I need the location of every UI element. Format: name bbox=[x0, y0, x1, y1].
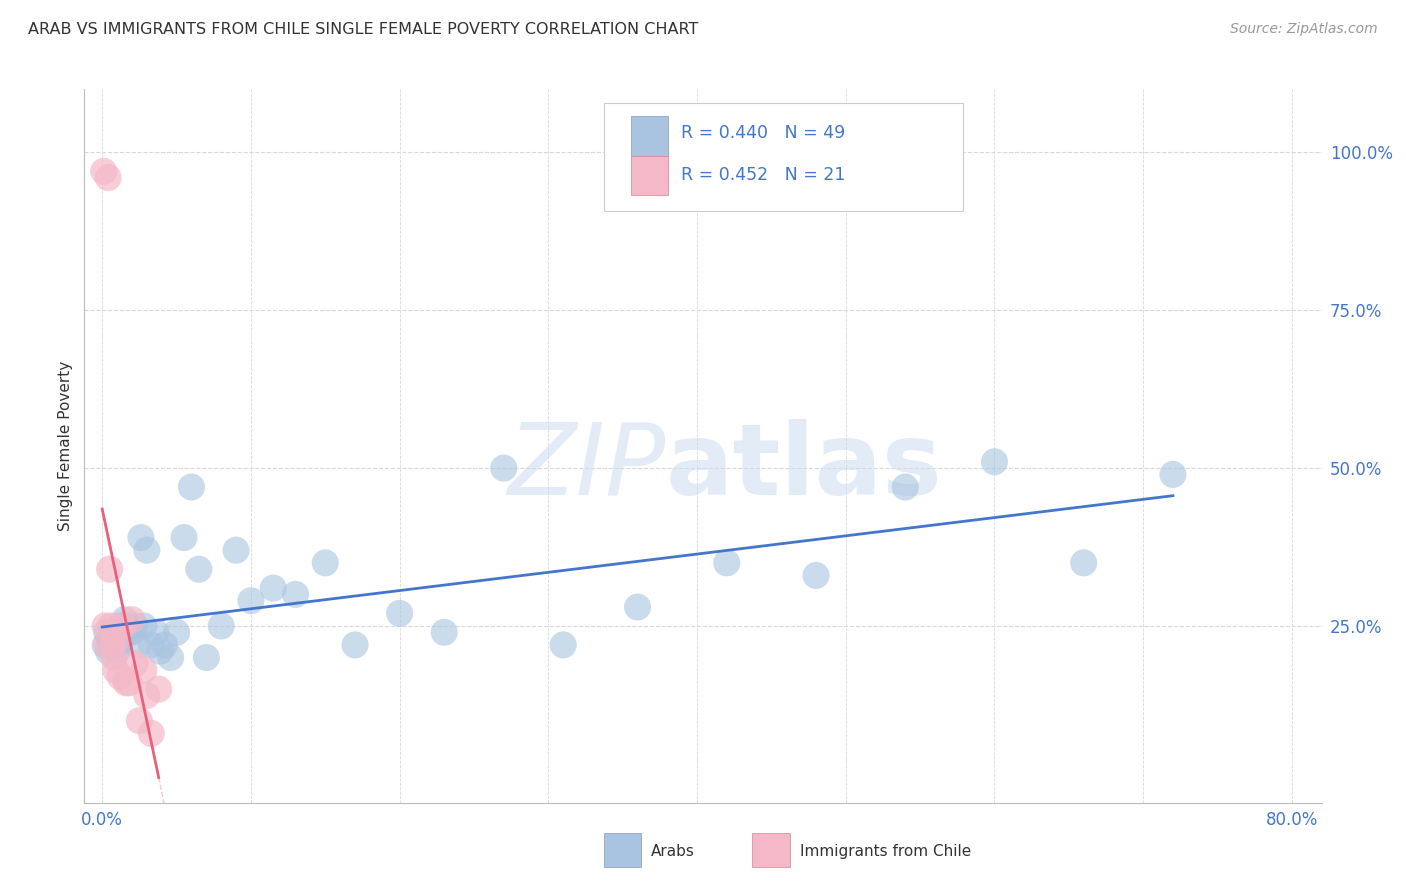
Point bbox=[97, 170, 120, 185]
Point bbox=[124, 619, 146, 633]
Text: ZIP: ZIP bbox=[508, 419, 666, 516]
Point bbox=[135, 543, 157, 558]
Point bbox=[262, 581, 284, 595]
Text: atlas: atlas bbox=[666, 419, 942, 516]
Point bbox=[108, 669, 131, 683]
Y-axis label: Single Female Poverty: Single Female Poverty bbox=[58, 361, 73, 531]
Point bbox=[804, 568, 827, 582]
Bar bbox=[752, 833, 790, 867]
Point bbox=[118, 675, 141, 690]
Point bbox=[121, 625, 143, 640]
Point bbox=[159, 650, 181, 665]
Point bbox=[104, 632, 127, 646]
Point bbox=[166, 625, 188, 640]
Point bbox=[149, 644, 172, 658]
Point bbox=[115, 675, 138, 690]
Point bbox=[209, 619, 232, 633]
Point bbox=[284, 587, 307, 601]
Point bbox=[96, 638, 118, 652]
Point bbox=[1161, 467, 1184, 482]
Text: Source: ZipAtlas.com: Source: ZipAtlas.com bbox=[1230, 22, 1378, 37]
Point bbox=[173, 531, 195, 545]
Text: ARAB VS IMMIGRANTS FROM CHILE SINGLE FEMALE POVERTY CORRELATION CHART: ARAB VS IMMIGRANTS FROM CHILE SINGLE FEM… bbox=[28, 22, 699, 37]
Point bbox=[98, 632, 121, 646]
Point bbox=[626, 600, 648, 615]
Point bbox=[180, 480, 202, 494]
Point bbox=[110, 625, 132, 640]
Point bbox=[716, 556, 738, 570]
Bar bbox=[631, 116, 668, 155]
Point bbox=[129, 531, 152, 545]
Point bbox=[121, 613, 143, 627]
Point bbox=[894, 480, 917, 494]
Point bbox=[153, 638, 176, 652]
Point bbox=[96, 625, 118, 640]
Point bbox=[100, 632, 122, 646]
Point bbox=[112, 619, 135, 633]
Point bbox=[148, 682, 170, 697]
Point bbox=[388, 607, 411, 621]
Point bbox=[94, 638, 117, 652]
Point bbox=[124, 657, 146, 671]
Point bbox=[103, 638, 125, 652]
Point bbox=[128, 714, 150, 728]
Point bbox=[97, 644, 120, 658]
Point bbox=[107, 638, 129, 652]
Point bbox=[132, 619, 155, 633]
Point bbox=[132, 663, 155, 677]
Point bbox=[145, 625, 167, 640]
Point bbox=[225, 543, 247, 558]
Point bbox=[105, 644, 128, 658]
Text: R = 0.440   N = 49: R = 0.440 N = 49 bbox=[681, 125, 845, 143]
Point bbox=[93, 164, 115, 178]
Point bbox=[141, 638, 163, 652]
Point bbox=[553, 638, 575, 652]
Point bbox=[239, 593, 262, 607]
Bar bbox=[605, 833, 641, 867]
Point bbox=[127, 638, 149, 652]
Point bbox=[101, 638, 124, 652]
Bar bbox=[631, 155, 668, 194]
Point bbox=[101, 638, 124, 652]
Point bbox=[195, 650, 218, 665]
Point bbox=[118, 625, 141, 640]
Point bbox=[433, 625, 456, 640]
Point bbox=[344, 638, 367, 652]
Point bbox=[94, 619, 117, 633]
Point bbox=[115, 619, 138, 633]
Point bbox=[1073, 556, 1095, 570]
Point bbox=[100, 619, 122, 633]
Point bbox=[114, 613, 136, 627]
Point bbox=[108, 619, 131, 633]
FancyBboxPatch shape bbox=[605, 103, 963, 211]
Point bbox=[187, 562, 209, 576]
Point bbox=[105, 632, 128, 646]
Point bbox=[983, 455, 1005, 469]
Point bbox=[492, 461, 515, 475]
Text: Immigrants from Chile: Immigrants from Chile bbox=[800, 844, 970, 859]
Point bbox=[141, 726, 163, 740]
Point bbox=[104, 663, 127, 677]
Point bbox=[135, 689, 157, 703]
Point bbox=[103, 650, 125, 665]
Point bbox=[98, 562, 121, 576]
Point bbox=[314, 556, 336, 570]
Text: R = 0.452   N = 21: R = 0.452 N = 21 bbox=[681, 166, 845, 184]
Text: Arabs: Arabs bbox=[651, 844, 695, 859]
